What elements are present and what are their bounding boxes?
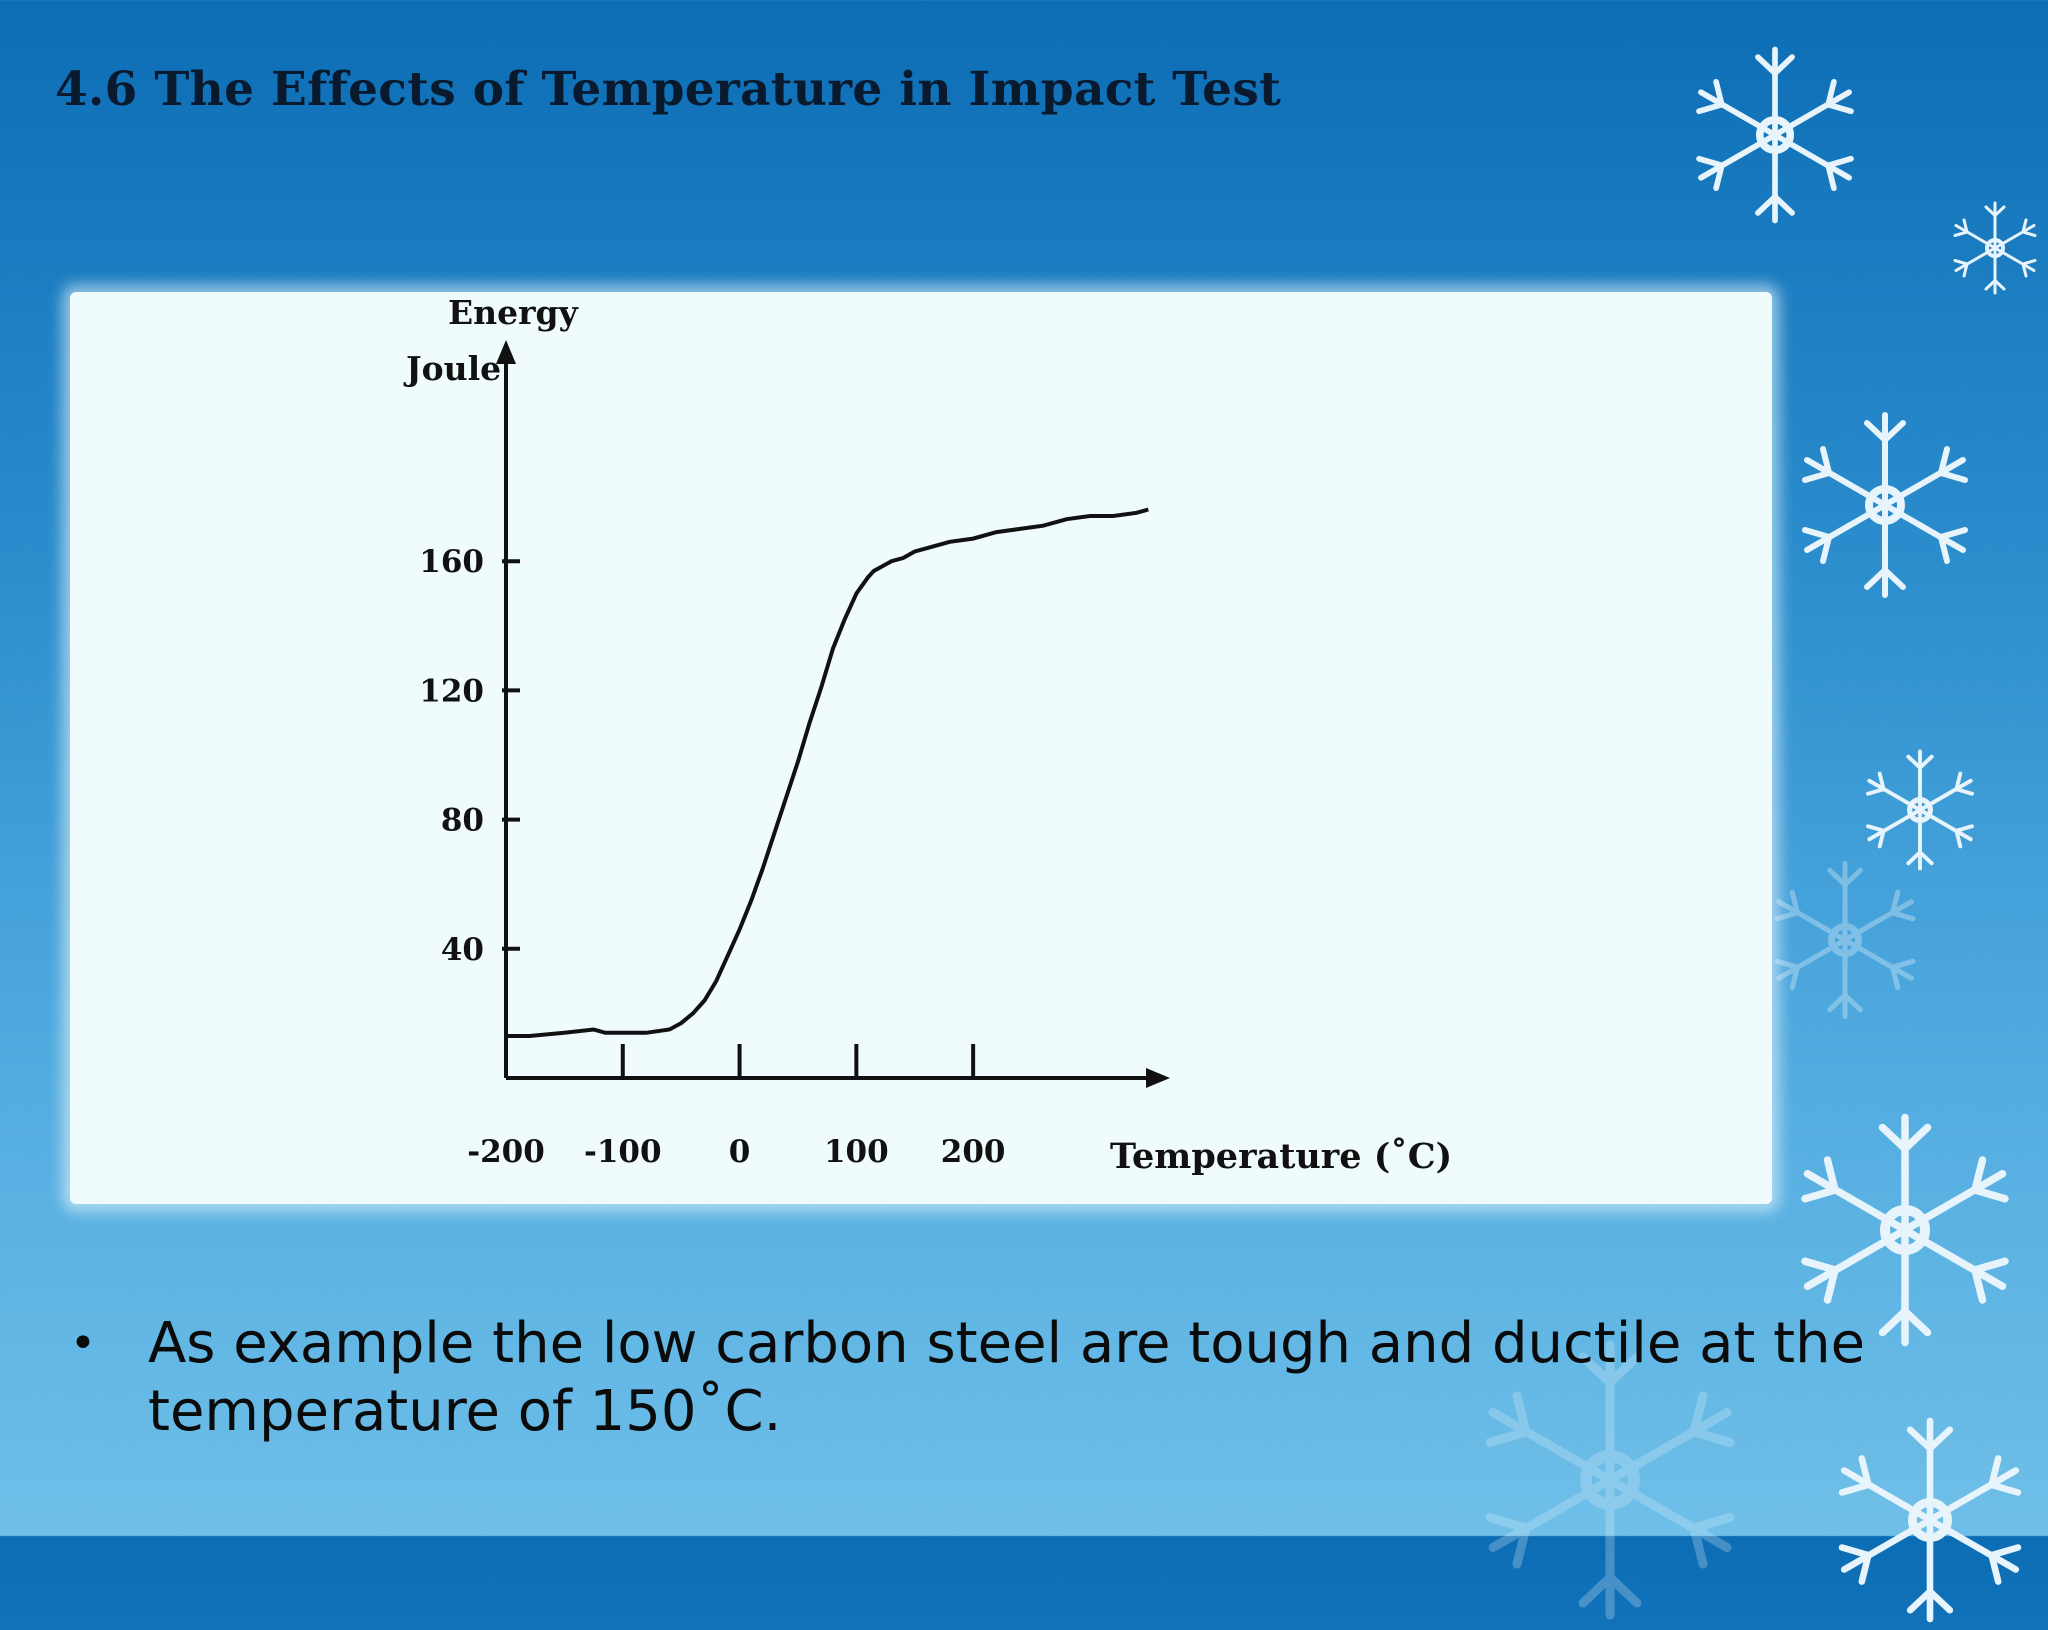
y-tick-label: 160 bbox=[419, 544, 484, 580]
snowflake-icon bbox=[1785, 405, 1985, 605]
y-tick-label: 120 bbox=[419, 673, 484, 709]
energy-curve bbox=[506, 507, 1149, 1038]
snowflake-icon bbox=[1696, 46, 1854, 224]
chart-svg: Energy Joule Temperature (˚C) -200 -100 0 1… bbox=[403, 293, 1452, 1177]
x-axis-arrow bbox=[1146, 1068, 1170, 1088]
chart-panel: Energy Joule Temperature (˚C) -200 -100 0 1… bbox=[70, 292, 1772, 1204]
y-tick-label: 80 bbox=[441, 803, 484, 839]
y-tick-label: 40 bbox=[441, 932, 484, 968]
bullet-marker: • bbox=[70, 1318, 96, 1369]
snowflake-icon bbox=[1760, 855, 1930, 1025]
x-tick-label: 100 bbox=[824, 1134, 889, 1170]
x-tick-label: -100 bbox=[584, 1134, 662, 1170]
y-axis-arrow bbox=[496, 340, 516, 364]
bullet-text: As example the low carbon steel are toug… bbox=[148, 1311, 1866, 1444]
y-axis-label-line2: Joule bbox=[403, 349, 501, 388]
y-axis-label-line1: Energy bbox=[448, 293, 579, 332]
x-axis-label: Temperature (˚C) bbox=[1110, 1136, 1452, 1177]
snowflake-icon bbox=[1953, 201, 2037, 295]
x-tick-label: 0 bbox=[729, 1134, 751, 1170]
x-tick-label: 200 bbox=[941, 1134, 1006, 1170]
slide-title: 4.6 The Effects of Temperature in Impact… bbox=[55, 62, 1282, 117]
x-tick-label: -200 bbox=[467, 1134, 545, 1170]
